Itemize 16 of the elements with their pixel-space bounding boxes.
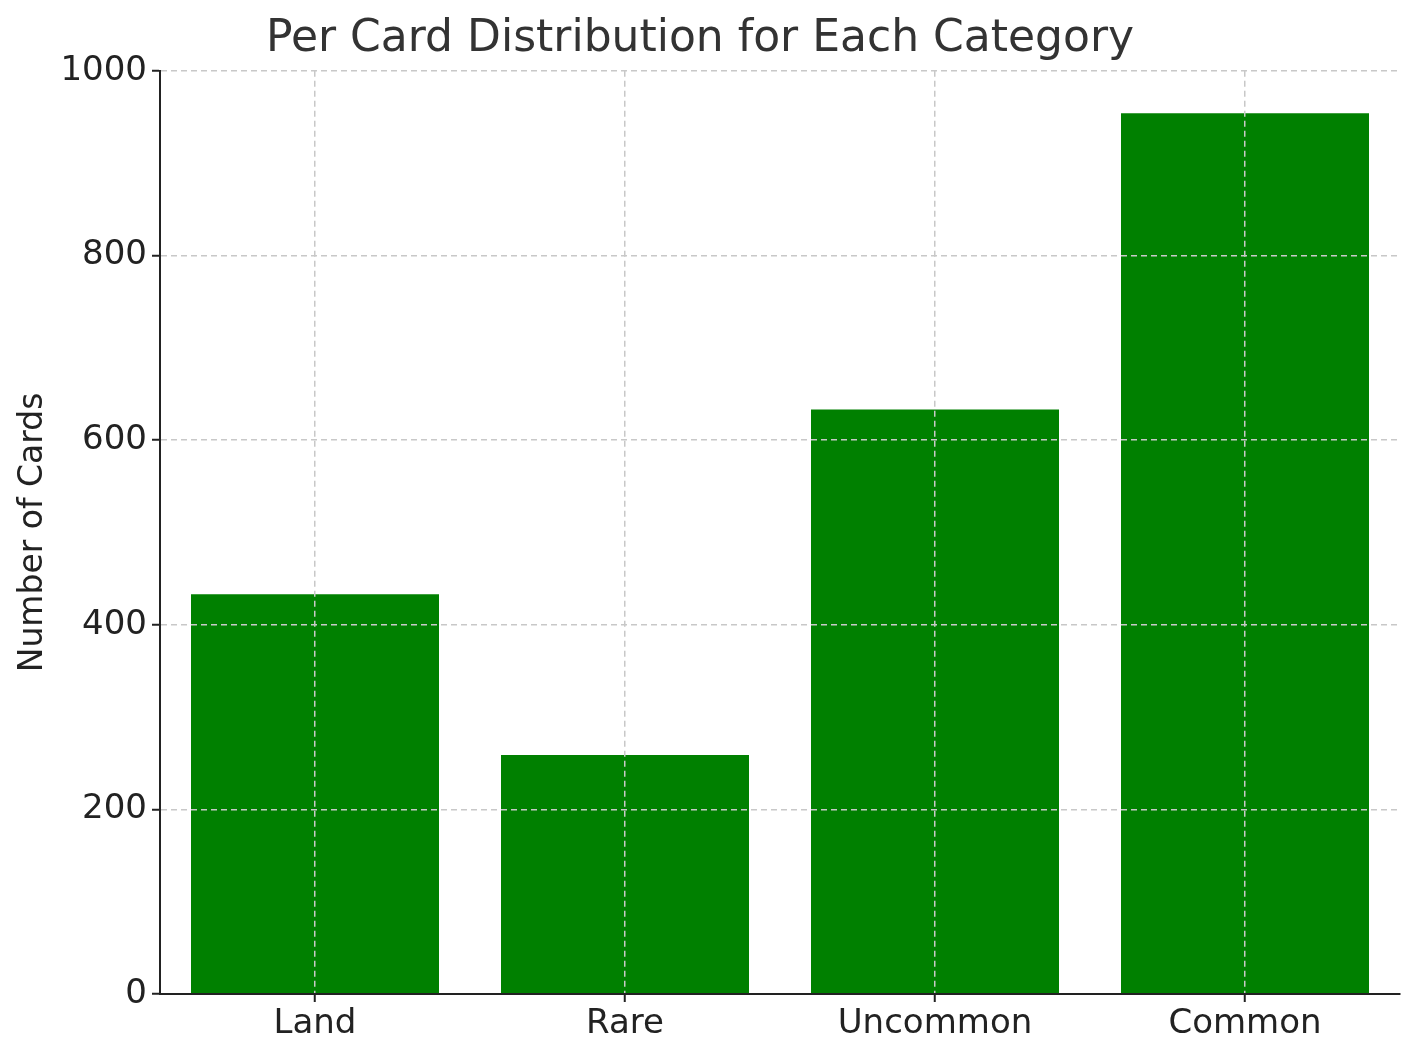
bar bbox=[1121, 113, 1369, 994]
y-tick-label: 800 bbox=[82, 232, 147, 273]
bar bbox=[501, 754, 749, 994]
y-tick-label: 200 bbox=[82, 786, 147, 827]
x-tick-label: Common bbox=[1168, 1001, 1322, 1042]
y-axis-title: Number of Cards bbox=[11, 392, 51, 673]
y-tick-label: 400 bbox=[82, 601, 147, 642]
x-tick-label: Rare bbox=[586, 1001, 664, 1042]
x-tick-label: Land bbox=[273, 1001, 357, 1042]
bar bbox=[191, 594, 439, 994]
y-tick-label: 600 bbox=[82, 416, 147, 457]
y-tick-label: 0 bbox=[125, 970, 147, 1011]
y-tick-label: 1000 bbox=[60, 47, 147, 88]
x-tick-label: Uncommon bbox=[837, 1001, 1033, 1042]
chart-title: Per Card Distribution for Each Category bbox=[265, 9, 1135, 61]
bar bbox=[811, 409, 1059, 994]
